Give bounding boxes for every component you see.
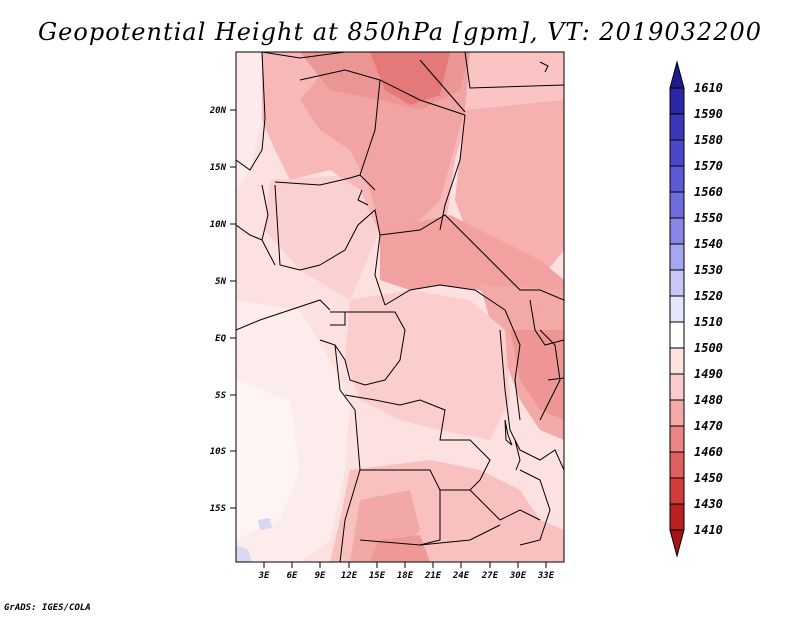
legend-swatch [669,269,685,297]
lat-tick-label: 15N [210,163,227,173]
legend-swatch [669,477,685,505]
height-field [236,52,564,562]
legend-arrow-top [669,60,685,89]
legend-swatch [669,295,685,323]
legend-label: 1610 [694,81,723,95]
lat-tick-label: 5S [215,391,226,401]
lat-tick-label: EQ [215,334,226,344]
legend-swatch [669,321,685,349]
lon-tick-label: 3E [258,571,270,581]
legend-swatch [669,243,685,271]
grads-credit: GrADS: IGES/COLA [4,603,91,613]
lat-tick-label: 10N [210,220,227,230]
legend-label: 1490 [694,367,723,381]
legend-label: 1530 [694,263,723,277]
legend-swatch [669,113,685,141]
map-frame [235,51,565,563]
legend-swatch [669,373,685,401]
legend-swatch [669,399,685,427]
lon-tick-label: 24E [452,571,470,581]
color-legend: 1610 1590 1580 1570 1560 1550 1540 1530 1520 1510… [669,60,723,558]
legend-label: 1450 [694,471,723,485]
legend-label: 1460 [694,445,723,459]
legend-label: 1410 [694,523,723,537]
legend-swatch [669,425,685,453]
legend-label: 1500 [694,341,723,355]
longitude-axis: 3E 6E 9E 12E 15E 18E 21E 24E 27E 30E 33E [258,562,555,581]
lon-tick-label: 18E [397,571,414,581]
lat-tick-label: 10S [210,447,227,457]
legend-label: 1550 [694,211,723,225]
lon-tick-label: 15E [369,571,386,581]
lon-tick-label: 6E [287,571,298,581]
legend-label: 1480 [694,393,723,407]
lat-tick-label: 15S [210,504,227,514]
legend-swatch [669,217,685,245]
legend-swatch [669,347,685,375]
legend-swatch [669,503,685,531]
legend-label: 1580 [694,133,723,147]
legend-arrow-bottom [669,529,685,558]
legend-swatch [669,191,685,219]
lat-tick-label: 20N [209,106,227,116]
legend-swatch [669,451,685,479]
legend-label: 1560 [694,185,723,199]
legend-label: 1520 [694,289,723,303]
country-borders [236,52,564,562]
lon-tick-label: 27E [481,571,499,581]
legend-swatch [669,87,685,115]
lon-tick-label: 12E [341,571,358,581]
lon-tick-label: 9E [315,571,326,581]
legend-swatch [669,165,685,193]
latitude-axis: 20N 15N 10N 5N EQ 5S 10S 15S [209,106,236,514]
lat-tick-label: 5N [215,277,226,287]
map-title: Geopotential Height at 850hPa [gpm], VT:… [38,18,762,46]
legend-label: 1470 [694,419,723,433]
legend-label: 1540 [694,237,723,251]
lon-tick-label: 30E [509,571,527,581]
lon-tick-label: 33E [537,571,555,581]
legend-label: 1510 [694,315,723,329]
legend-label: 1570 [694,159,723,173]
legend-label: 1590 [694,107,723,121]
legend-label: 1430 [694,497,723,511]
lon-tick-label: 21E [424,571,442,581]
legend-swatch [669,139,685,167]
